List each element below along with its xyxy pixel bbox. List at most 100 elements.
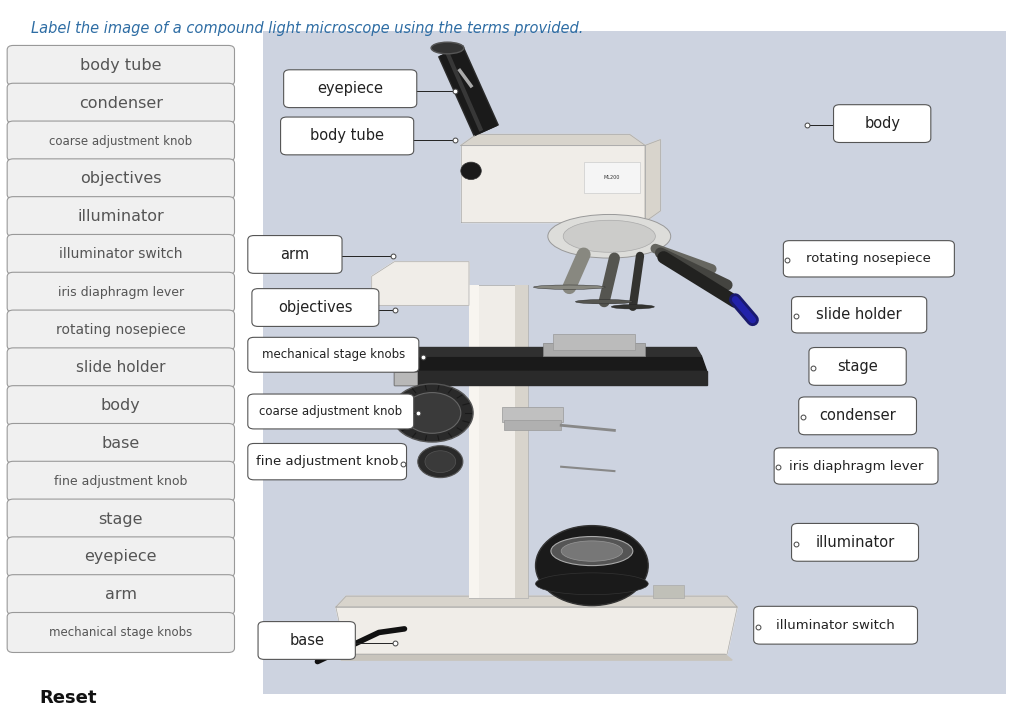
FancyBboxPatch shape <box>754 606 918 644</box>
FancyBboxPatch shape <box>792 297 927 333</box>
Ellipse shape <box>393 358 418 369</box>
Text: base: base <box>289 633 325 648</box>
Bar <box>469 285 528 598</box>
FancyBboxPatch shape <box>7 121 234 161</box>
FancyBboxPatch shape <box>248 236 342 273</box>
FancyBboxPatch shape <box>7 84 234 123</box>
Ellipse shape <box>431 42 464 54</box>
Ellipse shape <box>461 162 481 180</box>
FancyBboxPatch shape <box>792 523 919 561</box>
Text: objectives: objectives <box>80 172 162 186</box>
Text: stage: stage <box>98 512 143 526</box>
FancyBboxPatch shape <box>248 337 419 372</box>
Bar <box>504 420 561 430</box>
Bar <box>543 343 645 356</box>
Text: eyepiece: eyepiece <box>317 81 383 96</box>
Bar <box>515 285 528 598</box>
Text: mechanical stage knobs: mechanical stage knobs <box>49 626 193 639</box>
Text: rotating nosepiece: rotating nosepiece <box>807 252 931 265</box>
FancyBboxPatch shape <box>7 385 234 425</box>
Text: coarse adjustment knob: coarse adjustment knob <box>259 405 402 418</box>
Text: mechanical stage knobs: mechanical stage knobs <box>262 348 404 361</box>
Polygon shape <box>394 371 707 385</box>
Text: illuminator: illuminator <box>815 535 895 550</box>
Text: body tube: body tube <box>310 129 384 143</box>
Polygon shape <box>336 607 737 654</box>
Polygon shape <box>384 348 701 356</box>
FancyBboxPatch shape <box>7 310 234 350</box>
Text: eyepiece: eyepiece <box>85 550 157 564</box>
Ellipse shape <box>551 537 633 566</box>
Polygon shape <box>372 262 469 305</box>
Text: iris diaphragm lever: iris diaphragm lever <box>788 459 924 473</box>
Text: condenser: condenser <box>819 409 896 423</box>
FancyBboxPatch shape <box>7 499 234 539</box>
Text: condenser: condenser <box>79 96 163 111</box>
Text: ML200: ML200 <box>603 175 620 180</box>
FancyBboxPatch shape <box>281 117 414 155</box>
Ellipse shape <box>611 305 654 309</box>
Bar <box>584 162 640 193</box>
Polygon shape <box>341 654 732 660</box>
Text: objectives: objectives <box>279 300 352 315</box>
Text: body tube: body tube <box>80 58 162 73</box>
Text: slide holder: slide holder <box>76 361 166 375</box>
Ellipse shape <box>575 300 633 304</box>
FancyBboxPatch shape <box>799 397 916 435</box>
Text: illuminator switch: illuminator switch <box>776 619 895 632</box>
Ellipse shape <box>536 573 648 595</box>
FancyBboxPatch shape <box>258 622 355 659</box>
FancyBboxPatch shape <box>834 105 931 142</box>
Ellipse shape <box>418 446 463 478</box>
FancyBboxPatch shape <box>7 45 234 85</box>
FancyBboxPatch shape <box>263 31 1006 694</box>
FancyBboxPatch shape <box>7 423 234 464</box>
Bar <box>394 372 417 385</box>
Text: illuminator switch: illuminator switch <box>59 247 182 262</box>
Text: stage: stage <box>838 359 878 374</box>
Text: arm: arm <box>281 247 309 262</box>
Text: coarse adjustment knob: coarse adjustment knob <box>49 134 193 148</box>
Ellipse shape <box>403 393 461 433</box>
FancyBboxPatch shape <box>252 289 379 326</box>
FancyBboxPatch shape <box>248 443 407 480</box>
Text: illuminator: illuminator <box>78 209 164 224</box>
Polygon shape <box>461 145 645 222</box>
FancyBboxPatch shape <box>7 158 234 198</box>
Text: rotating nosepiece: rotating nosepiece <box>56 323 185 337</box>
FancyBboxPatch shape <box>7 348 234 388</box>
Ellipse shape <box>548 214 671 258</box>
Ellipse shape <box>425 451 456 473</box>
Bar <box>553 334 635 350</box>
FancyBboxPatch shape <box>248 394 414 429</box>
FancyBboxPatch shape <box>783 241 954 277</box>
Ellipse shape <box>536 526 648 606</box>
FancyBboxPatch shape <box>284 70 417 108</box>
Polygon shape <box>336 596 737 607</box>
Polygon shape <box>389 356 707 371</box>
Ellipse shape <box>561 541 623 561</box>
Bar <box>502 407 563 422</box>
FancyBboxPatch shape <box>7 272 234 312</box>
Text: base: base <box>101 436 140 451</box>
Ellipse shape <box>534 285 605 289</box>
FancyBboxPatch shape <box>7 234 234 274</box>
Text: body: body <box>101 398 140 413</box>
Text: iris diaphragm lever: iris diaphragm lever <box>57 286 184 299</box>
Text: fine adjustment knob: fine adjustment knob <box>54 475 187 488</box>
Text: Label the image of a compound light microscope using the terms provided.: Label the image of a compound light micr… <box>31 21 583 36</box>
FancyBboxPatch shape <box>774 448 938 484</box>
Bar <box>469 285 479 598</box>
Text: Reset: Reset <box>39 688 96 707</box>
FancyBboxPatch shape <box>809 348 906 385</box>
Text: slide holder: slide holder <box>816 308 902 322</box>
Ellipse shape <box>391 384 473 442</box>
FancyBboxPatch shape <box>7 462 234 502</box>
Ellipse shape <box>563 220 655 252</box>
Text: fine adjustment knob: fine adjustment knob <box>256 455 398 468</box>
Polygon shape <box>461 134 645 145</box>
Bar <box>394 342 417 364</box>
FancyBboxPatch shape <box>7 537 234 577</box>
Text: body: body <box>864 116 900 131</box>
Bar <box>653 585 684 598</box>
